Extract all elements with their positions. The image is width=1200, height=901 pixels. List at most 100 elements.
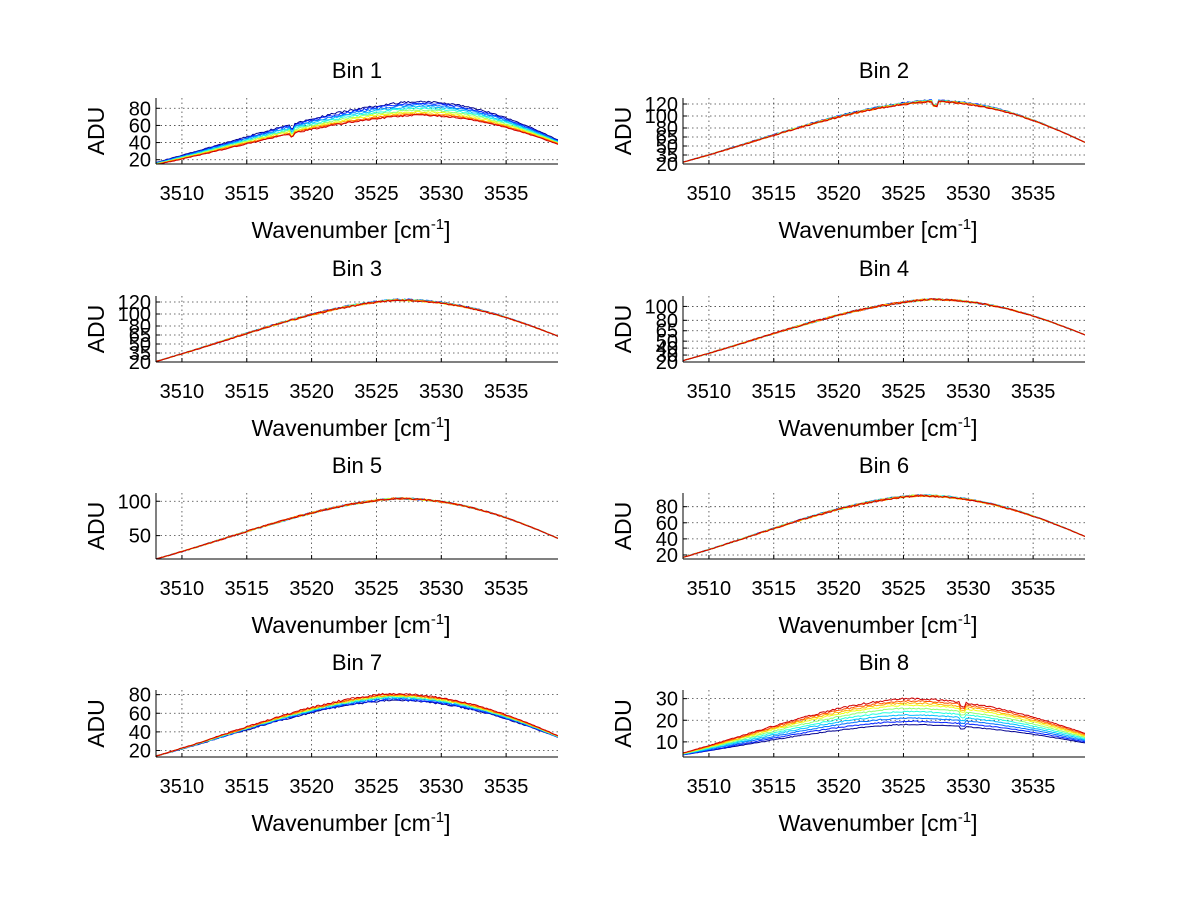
y-tick-label: 40 <box>129 722 151 744</box>
x-axis-label-sup: -1 <box>958 414 971 431</box>
y-tick-label: 50 <box>129 526 151 548</box>
x-axis-label-close: ] <box>971 415 977 441</box>
spectrum-line-3 <box>683 717 1085 755</box>
y-tick-label: 35 <box>656 145 678 167</box>
y-axis-label: ADU <box>83 502 109 551</box>
spectrum-line-2 <box>683 720 1085 756</box>
x-axis-label: Wavenumber [cm-1] <box>251 809 450 836</box>
y-axis-label: ADU <box>83 305 109 354</box>
x-tick-label: 3530 <box>946 578 991 600</box>
x-axis-label-sup: -1 <box>431 809 444 826</box>
spectrum-line-6 <box>683 707 1085 755</box>
spectrum-line-10 <box>683 298 1085 362</box>
y-tick-label: 80 <box>129 316 151 338</box>
x-tick-label: 3510 <box>687 776 732 798</box>
x-tick-label: 3535 <box>484 776 529 798</box>
x-tick-label: 3530 <box>419 578 464 600</box>
y-axis-label: ADU <box>83 699 109 748</box>
spectrum-line-10 <box>683 494 1085 558</box>
y-tick-label: 20 <box>656 352 678 374</box>
x-axis-label: Wavenumber [cm-1] <box>778 414 977 441</box>
x-axis-label-close: ] <box>444 612 450 638</box>
subplot-title: Bin 4 <box>859 256 909 281</box>
y-tick-label: 100 <box>645 106 678 128</box>
y-tick-label: 65 <box>129 325 151 347</box>
y-tick-label: 50 <box>656 136 678 158</box>
subplot-title: Bin 6 <box>859 453 909 478</box>
y-tick-label: 80 <box>656 497 678 519</box>
x-axis-label-sup: -1 <box>958 611 971 628</box>
x-tick-label: 3525 <box>354 578 399 600</box>
subplot-title: Bin 2 <box>859 58 909 83</box>
x-tick-label: 3535 <box>484 578 529 600</box>
x-tick-label: 3535 <box>1011 381 1056 403</box>
spectrum-line-1 <box>156 100 558 163</box>
y-tick-label: 40 <box>656 529 678 551</box>
y-tick-label: 40 <box>129 133 151 155</box>
x-tick-label: 3535 <box>1011 183 1056 205</box>
x-axis-label-sup: -1 <box>958 809 971 826</box>
subplot-bin-3: 3510 3515 3520 3525 3530 3535 2035506580100120… <box>83 256 558 441</box>
x-tick-label: 3510 <box>687 183 732 205</box>
spectrum-line-7 <box>683 704 1085 754</box>
series-group <box>156 298 558 362</box>
y-tick-label: 80 <box>129 685 151 707</box>
x-tick-label: 3525 <box>881 578 926 600</box>
x-axis-label-sup: -1 <box>958 216 971 233</box>
subplot-bin-5: 3510 3515 3520 3525 3530 3535 50 100 Bin 5 Wavenu… <box>83 453 558 638</box>
x-axis-label: Wavenumber [cm-1] <box>251 611 450 638</box>
y-tick-label: 80 <box>129 98 151 120</box>
y-tick-label: 50 <box>656 331 678 353</box>
x-axis-label-text: Wavenumber [cm <box>251 612 430 638</box>
y-tick-label: 20 <box>129 740 151 762</box>
x-tick-label: 3520 <box>289 776 334 798</box>
x-tick-label: 3535 <box>1011 776 1056 798</box>
spectrum-line-5 <box>683 710 1085 755</box>
x-tick-label: 3515 <box>225 578 270 600</box>
x-tick-label: 3525 <box>881 381 926 403</box>
spectrum-line-7 <box>156 110 558 164</box>
x-tick-label: 3520 <box>289 578 334 600</box>
spectrum-line-8 <box>156 112 558 164</box>
y-tick-label: 40 <box>656 338 678 360</box>
y-tick-label: 35 <box>129 343 151 365</box>
x-tick-label: 3510 <box>160 578 205 600</box>
subplot-title: Bin 3 <box>332 256 382 281</box>
x-tick-label: 3530 <box>419 776 464 798</box>
y-tick-label: 120 <box>118 292 151 314</box>
x-tick-label: 3515 <box>225 776 270 798</box>
y-axis-label: ADU <box>610 699 636 748</box>
y-tick-label: 10 <box>656 732 678 754</box>
x-tick-label: 3530 <box>946 381 991 403</box>
x-tick-label: 3515 <box>752 776 797 798</box>
y-tick-label: 100 <box>118 491 151 513</box>
series-group <box>683 494 1085 558</box>
spectrum-line-4 <box>683 713 1085 755</box>
y-tick-label: 20 <box>656 545 678 567</box>
series-group <box>683 298 1085 362</box>
spectrum-line-8 <box>683 701 1085 754</box>
x-tick-label: 3510 <box>160 776 205 798</box>
x-tick-label: 3510 <box>687 578 732 600</box>
x-axis-label-close: ] <box>971 217 977 243</box>
y-tick-label: 30 <box>656 345 678 367</box>
x-tick-label: 3535 <box>1011 578 1056 600</box>
x-tick-label: 3525 <box>354 183 399 205</box>
y-tick-label: 100 <box>118 304 151 326</box>
spectrum-line-9 <box>683 699 1085 754</box>
x-tick-label: 3520 <box>289 381 334 403</box>
x-axis-label-sup: -1 <box>431 216 444 233</box>
x-axis-label-sup: -1 <box>431 414 444 431</box>
x-axis-label: Wavenumber [cm-1] <box>778 809 977 836</box>
x-tick-label: 3520 <box>816 578 861 600</box>
y-axis-label: ADU <box>610 502 636 551</box>
y-tick-label: 60 <box>129 703 151 725</box>
y-axis-label: ADU <box>610 305 636 354</box>
y-tick-label: 65 <box>656 321 678 343</box>
subplot-title: Bin 7 <box>332 650 382 675</box>
y-tick-label: 50 <box>129 334 151 356</box>
x-tick-label: 3510 <box>160 381 205 403</box>
x-tick-label: 3530 <box>419 381 464 403</box>
